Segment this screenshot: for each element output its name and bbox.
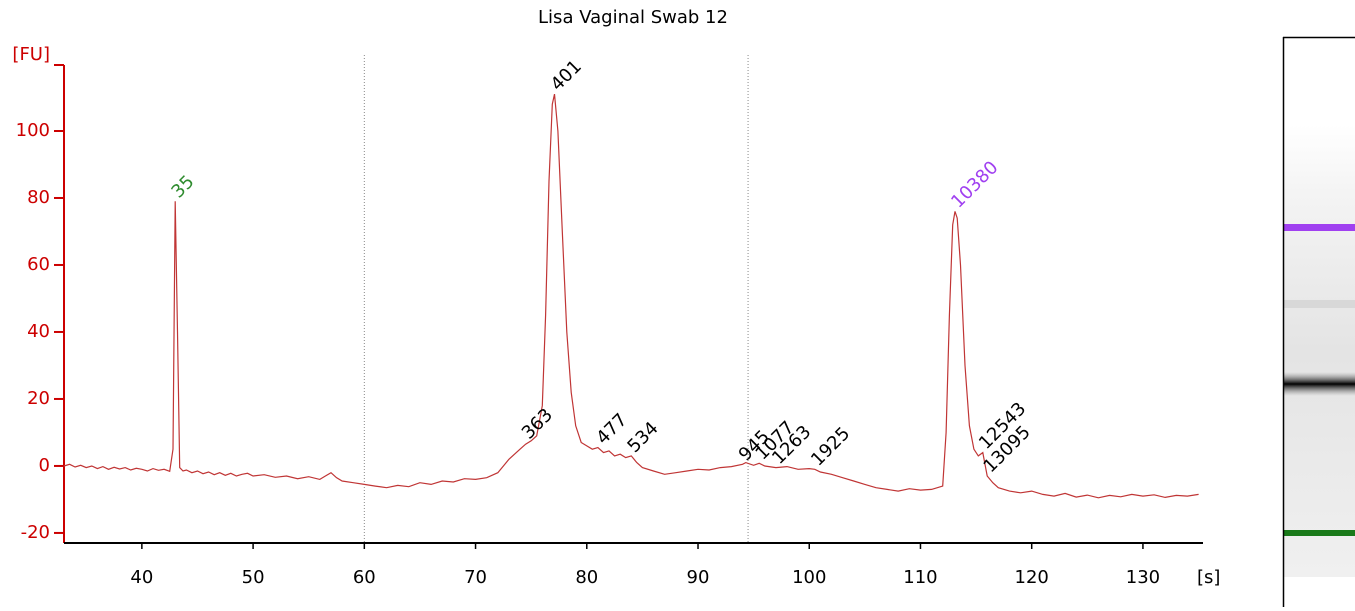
- x-tick-label: 90: [687, 567, 710, 588]
- x-tick-label: 130: [1126, 567, 1160, 588]
- y-tick-label: 20: [27, 388, 50, 409]
- gel-band: [1283, 372, 1355, 396]
- peak-label: 363: [518, 404, 557, 443]
- y-tick-label: 60: [27, 254, 50, 275]
- x-tick-label: 60: [353, 567, 376, 588]
- peak-label: 35: [167, 171, 198, 202]
- peak-label: 1925: [807, 423, 854, 470]
- gel-marker-upper: [1283, 224, 1355, 231]
- gel-marker-lower: [1283, 530, 1355, 536]
- gel-gradient: [1283, 125, 1355, 577]
- y-tick-label: 40: [27, 321, 50, 342]
- x-tick-label: 120: [1015, 567, 1049, 588]
- gel-smear: [1283, 300, 1355, 308]
- x-tick-label: 70: [464, 567, 487, 588]
- trace: [63, 93, 1199, 499]
- peak-label: 401: [547, 56, 586, 95]
- peak-label: 10380: [947, 157, 1002, 212]
- chart-title: Lisa Vaginal Swab 12: [538, 7, 728, 28]
- x-tick-label: 110: [903, 567, 937, 588]
- gel-lane: [1282, 36, 1355, 607]
- x-tick-label: 40: [130, 567, 153, 588]
- x-tick-label: 80: [575, 567, 598, 588]
- x-tick-label: 100: [792, 567, 826, 588]
- x-tick-label: 50: [242, 567, 265, 588]
- y-tick-label: 80: [27, 187, 50, 208]
- y-tick-label: 100: [16, 120, 50, 141]
- y-tick-label: -20: [21, 522, 50, 543]
- y-tick-label: 0: [39, 455, 50, 476]
- y-axis-label: [FU]: [12, 44, 50, 65]
- x-axis-label: [s]: [1197, 567, 1220, 588]
